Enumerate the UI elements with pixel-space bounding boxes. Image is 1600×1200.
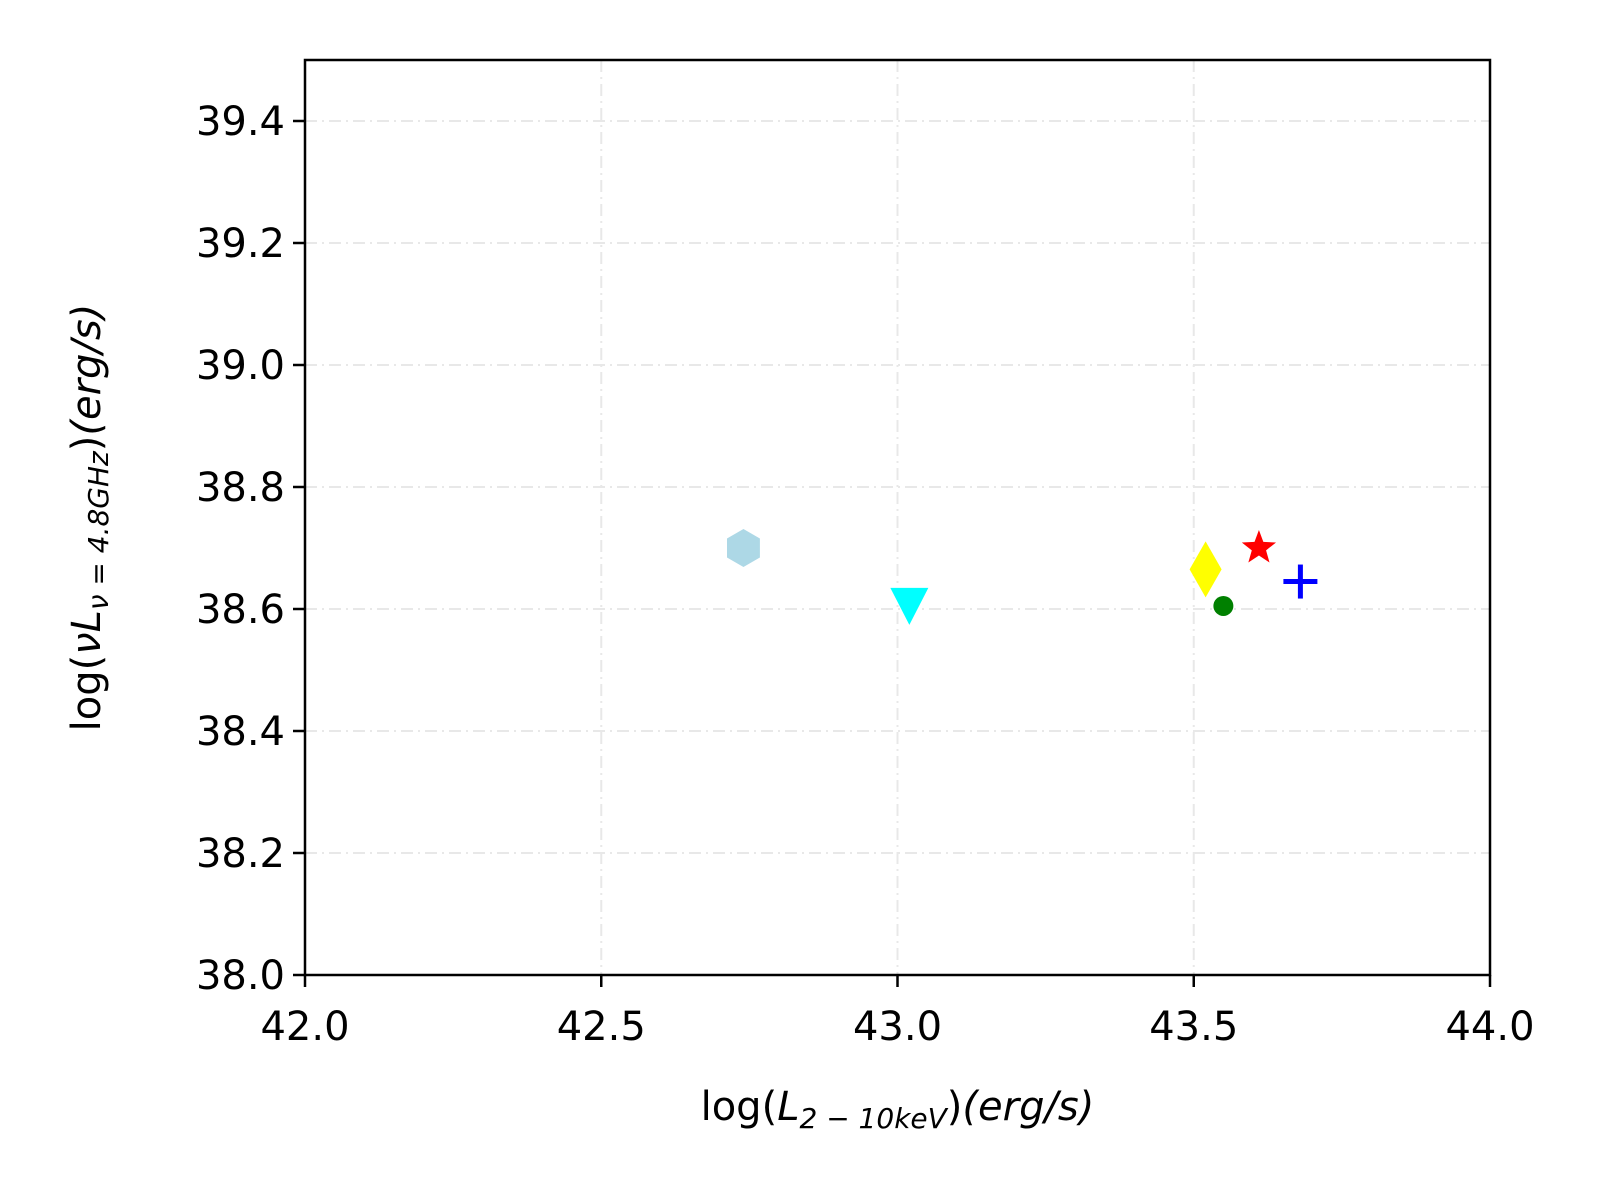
x-label-sub: 2 − 10keV: [799, 1102, 948, 1135]
y-label-sub: ν = 4.8GHz: [82, 450, 115, 610]
y-tick-label: 38.4: [196, 709, 285, 755]
y-tick-label: 39.0: [196, 343, 285, 389]
y-tick-label: 38.6: [196, 587, 285, 633]
y-label-unit: (erg/s): [64, 304, 110, 436]
diamond-marker: [1189, 541, 1222, 598]
x-tick-label: 43.0: [853, 1004, 942, 1050]
x-label-main: L: [777, 1084, 799, 1130]
x-tick-label: 42.5: [557, 1004, 646, 1050]
grid: [304, 60, 1491, 976]
x-tick-label: 42.0: [260, 1004, 349, 1050]
y-label-close: ): [64, 436, 110, 452]
x-label-prefix: log(: [701, 1084, 778, 1130]
axis-ticks: 42.0 42.5 43.0 43.5 44.0 38.0 38.2 38.4 38.6 38.8…: [196, 99, 1535, 1050]
x-label-unit: (erg/s): [962, 1084, 1094, 1130]
y-label-main: νL: [64, 610, 110, 655]
x-axis-label: log(L2 − 10keV)(erg/s): [701, 1084, 1095, 1135]
hexagon-marker: [727, 529, 760, 567]
y-tick-label: 38.0: [196, 953, 285, 999]
y-tick-label: 39.2: [196, 221, 285, 267]
y-tick-label: 38.2: [196, 831, 285, 877]
star-marker: [1241, 530, 1277, 563]
y-axis-label: log(νLν = 4.8GHz)(erg/s): [64, 304, 115, 732]
x-label-close: ): [947, 1084, 963, 1130]
triangle-down-marker: [890, 587, 929, 625]
x-tick-label: 43.5: [1149, 1004, 1238, 1050]
circle-marker: [1213, 595, 1234, 616]
plus-marker: [1283, 564, 1318, 599]
x-tick-label: 44.0: [1445, 1004, 1534, 1050]
y-tick-label: 38.8: [196, 465, 285, 511]
y-label-prefix: log(: [64, 655, 110, 732]
y-tick-label: 39.4: [196, 99, 285, 145]
data-points: [727, 529, 1318, 625]
